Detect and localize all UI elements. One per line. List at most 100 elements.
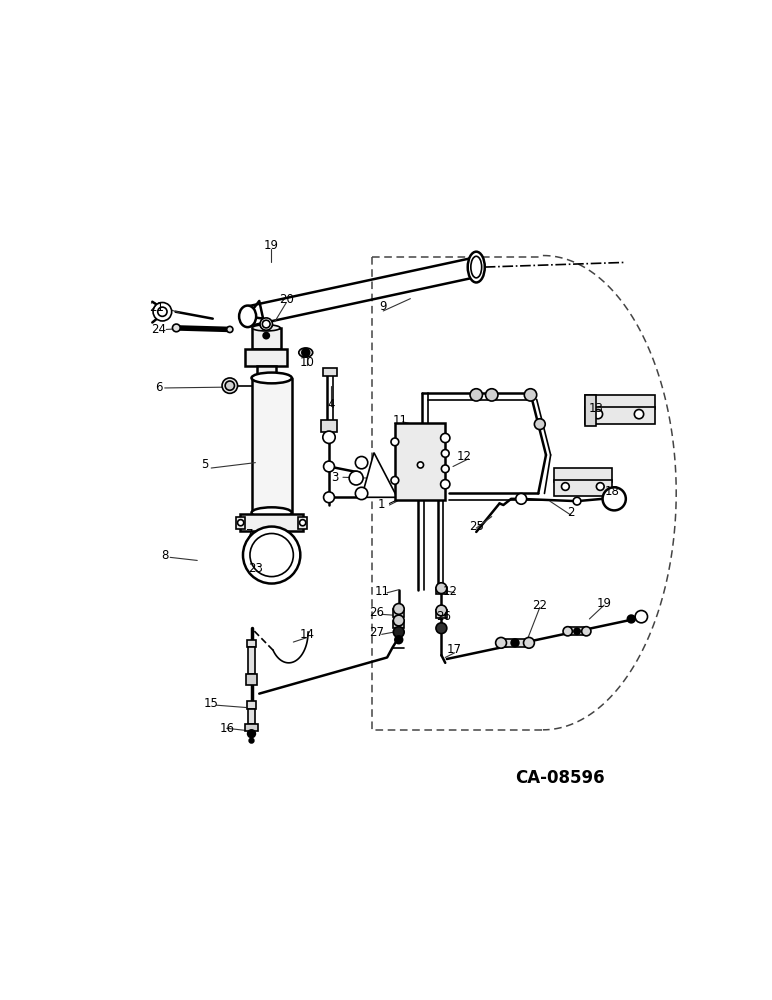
Circle shape (391, 477, 399, 484)
Text: 17: 17 (447, 643, 462, 656)
Circle shape (355, 487, 367, 500)
Text: 10: 10 (300, 356, 315, 369)
Text: 21: 21 (149, 301, 164, 314)
Text: 11: 11 (393, 414, 408, 427)
Circle shape (496, 637, 506, 648)
Ellipse shape (239, 306, 256, 327)
Text: 12: 12 (442, 585, 457, 598)
Circle shape (603, 487, 626, 510)
Bar (584, 407, 655, 424)
Circle shape (574, 628, 580, 634)
Circle shape (394, 636, 403, 644)
Bar (249, 647, 255, 674)
Circle shape (248, 730, 256, 738)
Bar (436, 588, 447, 594)
Circle shape (563, 627, 572, 636)
Text: 19: 19 (597, 597, 611, 610)
Bar (247, 640, 256, 647)
Circle shape (524, 389, 537, 401)
Ellipse shape (252, 325, 280, 331)
Bar (554, 468, 612, 482)
Circle shape (436, 605, 447, 616)
Ellipse shape (260, 321, 273, 329)
Circle shape (263, 333, 269, 339)
Text: 18: 18 (604, 485, 619, 498)
Circle shape (441, 480, 450, 489)
Text: CA-08596: CA-08596 (515, 769, 604, 787)
Circle shape (153, 302, 171, 321)
Circle shape (393, 604, 405, 614)
Text: 3: 3 (331, 471, 339, 484)
Bar (323, 368, 337, 376)
Circle shape (442, 465, 449, 473)
Circle shape (349, 471, 363, 485)
Circle shape (249, 738, 254, 743)
Bar (298, 517, 307, 529)
Bar (584, 395, 655, 409)
Circle shape (597, 483, 604, 490)
Text: 25: 25 (469, 520, 484, 533)
Circle shape (516, 493, 527, 504)
Text: 24: 24 (151, 323, 166, 336)
Bar (240, 514, 303, 531)
Text: 8: 8 (161, 549, 168, 562)
Text: 9: 9 (380, 300, 387, 313)
Circle shape (561, 483, 569, 490)
Circle shape (393, 615, 405, 626)
Ellipse shape (468, 252, 485, 282)
Bar (584, 395, 597, 426)
Text: 12: 12 (457, 450, 472, 463)
Circle shape (418, 462, 424, 468)
Circle shape (391, 438, 399, 446)
Text: 19: 19 (263, 239, 279, 252)
Circle shape (486, 389, 498, 401)
Bar (247, 701, 256, 709)
Circle shape (523, 637, 534, 648)
Circle shape (470, 389, 482, 401)
Circle shape (238, 520, 244, 526)
Text: 23: 23 (248, 562, 262, 575)
Text: 6: 6 (154, 381, 162, 394)
Circle shape (581, 627, 591, 636)
Text: 11: 11 (374, 585, 389, 598)
Text: 26: 26 (436, 610, 451, 623)
Circle shape (227, 326, 233, 333)
Bar (245, 724, 258, 731)
Bar (393, 609, 405, 617)
Circle shape (573, 497, 581, 505)
Text: 14: 14 (300, 628, 315, 641)
Bar (252, 378, 292, 513)
Bar (436, 610, 447, 618)
Text: 22: 22 (533, 599, 547, 612)
Circle shape (635, 410, 644, 419)
Bar (246, 674, 257, 685)
Circle shape (593, 410, 603, 419)
Circle shape (635, 610, 648, 623)
Circle shape (323, 431, 335, 443)
Circle shape (300, 520, 306, 526)
Bar (393, 620, 405, 628)
Bar (257, 366, 276, 378)
Bar (501, 639, 529, 647)
Ellipse shape (252, 373, 292, 383)
Circle shape (393, 627, 405, 637)
Text: 27: 27 (370, 626, 384, 639)
Ellipse shape (299, 348, 313, 357)
Circle shape (511, 639, 519, 647)
Bar (554, 480, 612, 496)
Circle shape (157, 307, 167, 316)
Text: 2: 2 (567, 506, 574, 519)
Text: 16: 16 (219, 722, 234, 735)
Circle shape (441, 433, 450, 443)
Circle shape (262, 320, 270, 328)
Text: 4: 4 (327, 398, 335, 411)
Ellipse shape (252, 507, 292, 518)
Circle shape (225, 381, 235, 390)
Bar (394, 423, 445, 500)
Circle shape (243, 527, 300, 584)
Bar (321, 420, 337, 432)
Circle shape (442, 450, 449, 457)
Circle shape (436, 583, 447, 594)
Circle shape (355, 456, 367, 469)
Circle shape (302, 349, 310, 356)
